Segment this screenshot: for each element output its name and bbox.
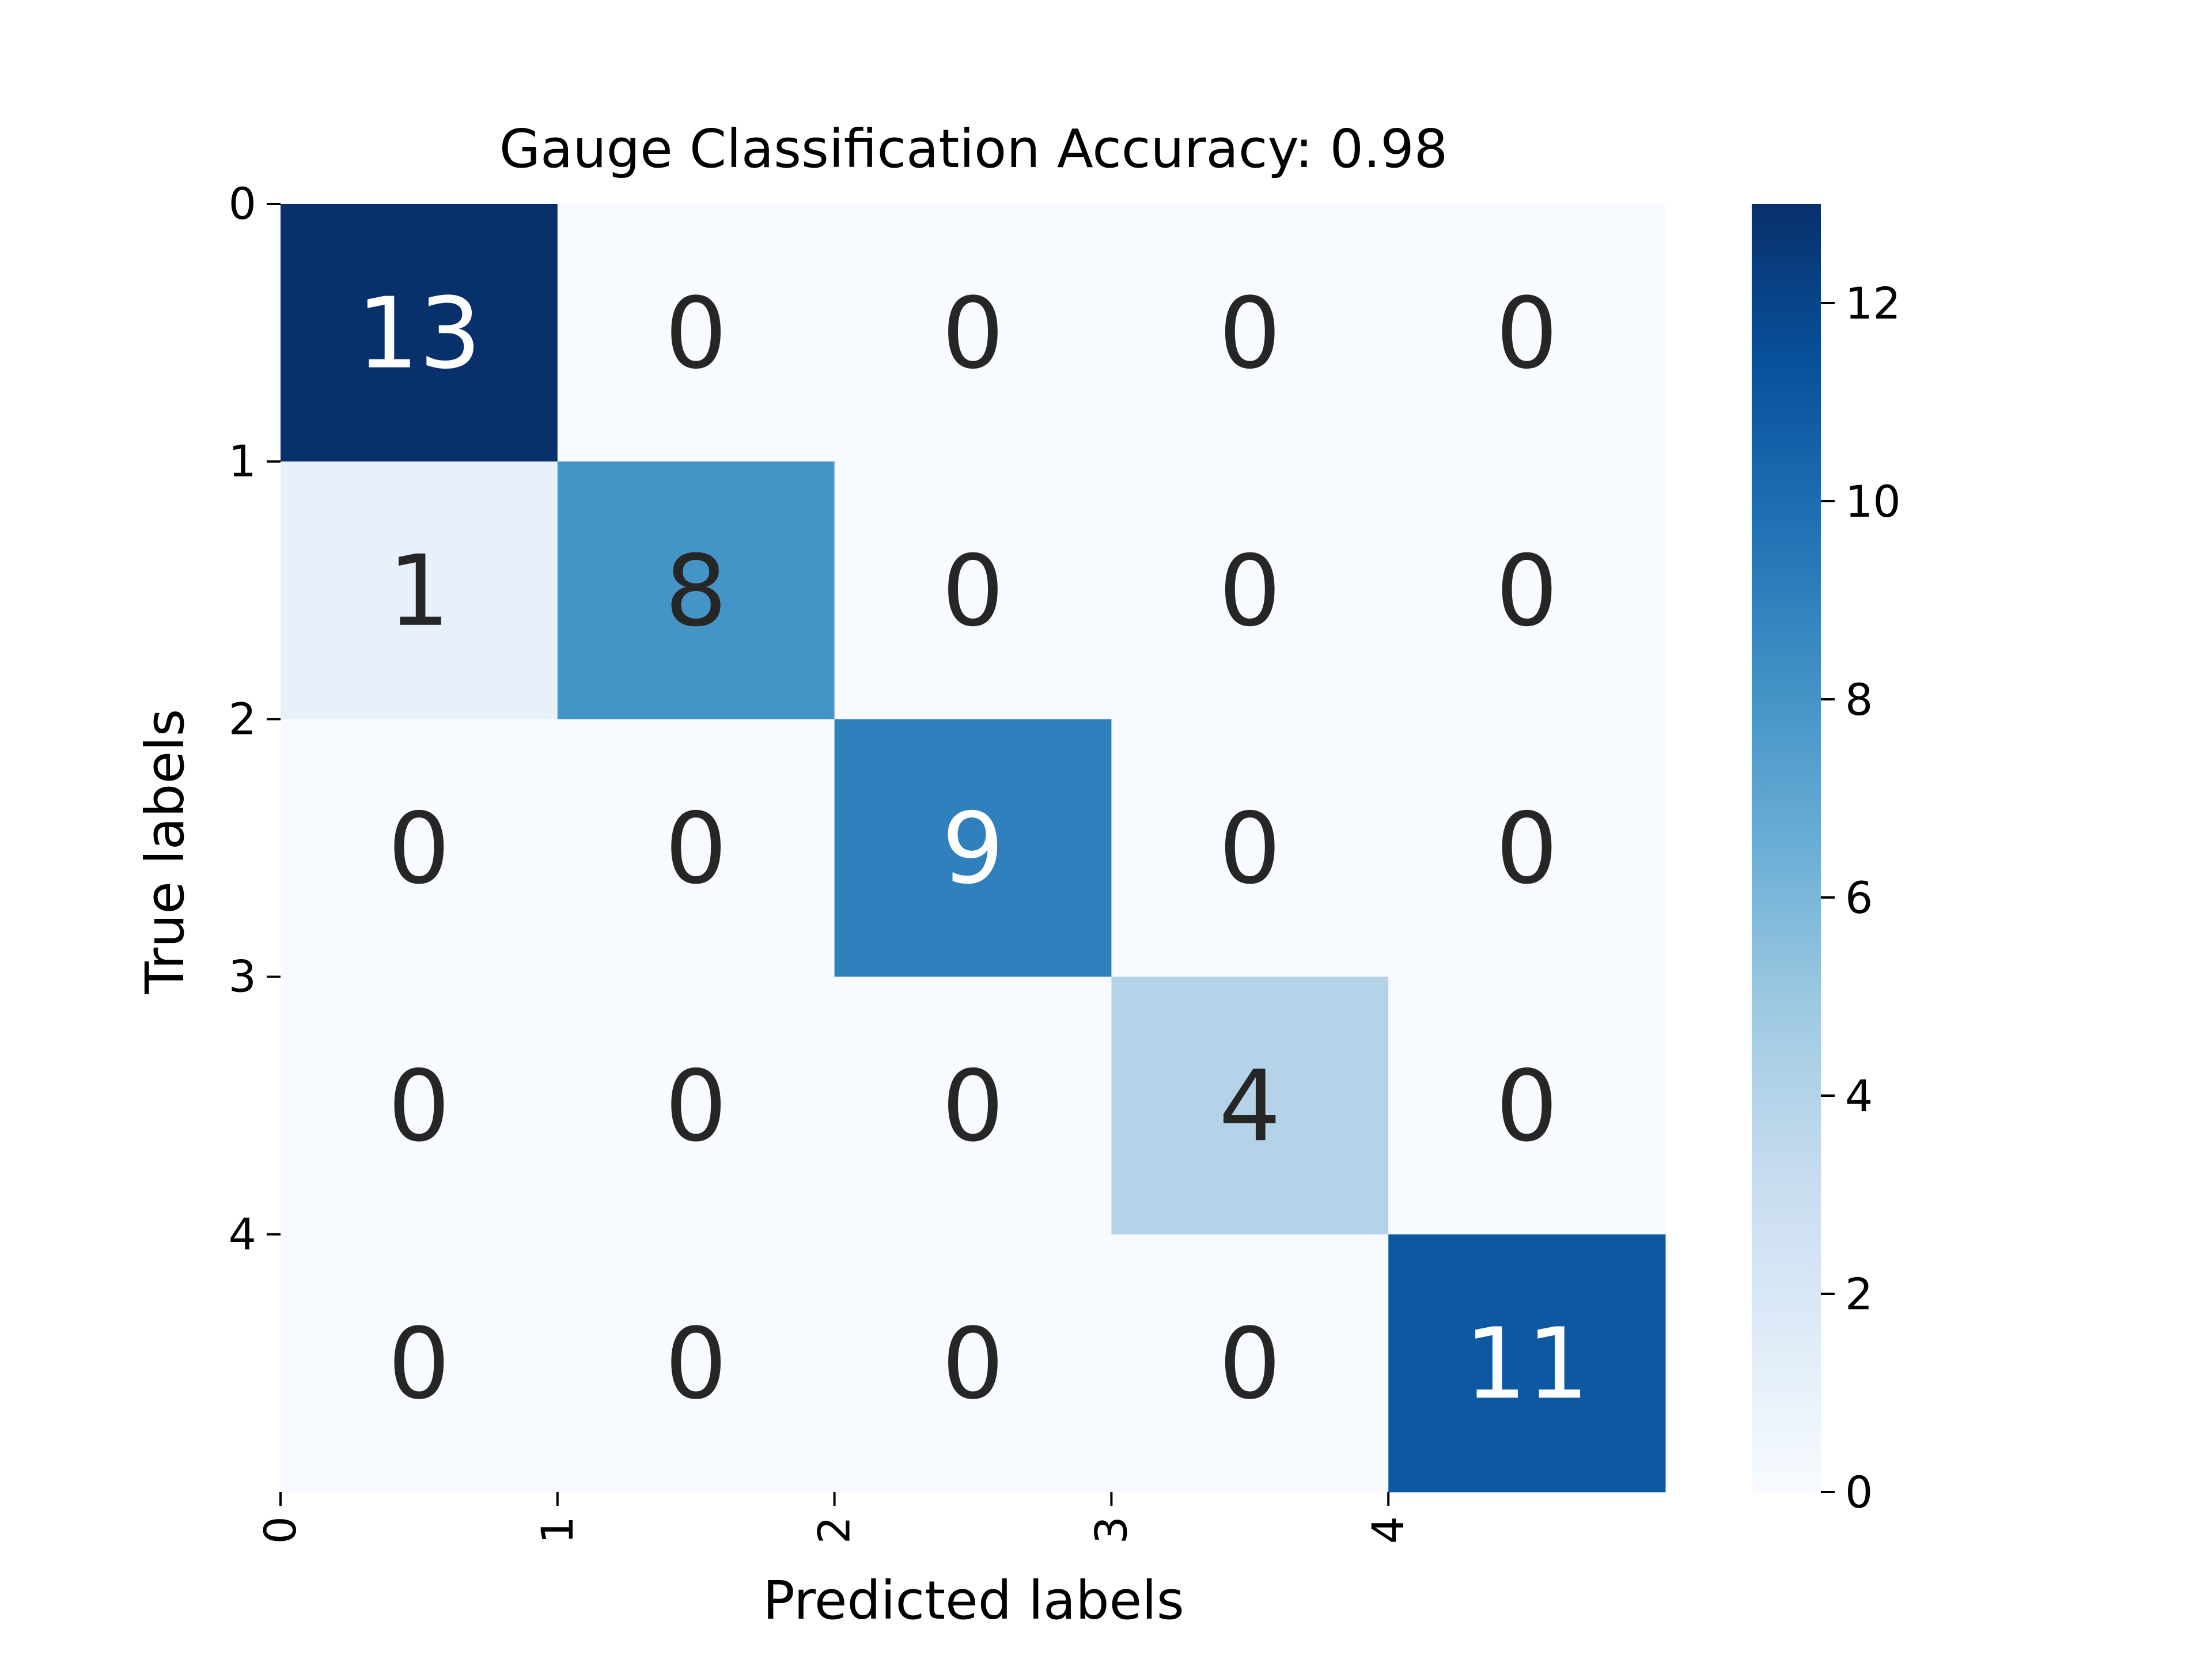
heatmap-cell-0-1 <box>557 204 835 462</box>
cell-value-label-1-3: 0 <box>1219 535 1281 649</box>
cell-value-label-3-0: 0 <box>388 1050 450 1164</box>
heatmap-cell-0-4 <box>1388 204 1666 462</box>
x-tick-label-2: 2 <box>809 1516 860 1544</box>
x-tick-label-1: 1 <box>532 1516 583 1544</box>
x-axis-label: Predicted labels <box>763 1570 1184 1631</box>
cell-value-label-0-0: 13 <box>357 277 481 391</box>
cell-value-label-1-0: 1 <box>388 535 450 649</box>
cell-value-label-2-1: 0 <box>665 792 727 906</box>
colorbar-tick-label-4: 8 <box>1845 674 1873 725</box>
colorbar: 0 2 4 6 8 10 12 <box>1752 204 1901 1518</box>
cell-value-label-2-2: 9 <box>942 792 1004 906</box>
cell-value-label-0-2: 0 <box>942 277 1004 391</box>
heatmap-cell-2-4 <box>1388 719 1666 978</box>
heatmap-cell-2-1 <box>557 719 835 978</box>
heatmap-cell-2-3 <box>1111 719 1389 978</box>
heatmap-cell-4-2 <box>834 1234 1112 1493</box>
colorbar-tick-label-0: 0 <box>1845 1467 1873 1518</box>
cell-value-label-3-2: 0 <box>942 1050 1004 1164</box>
heatmap-cell-3-0 <box>281 976 558 1235</box>
cell-value-label-4-0: 0 <box>388 1307 450 1421</box>
heatmap-cell-3-2 <box>834 976 1112 1235</box>
heatmap-cell-4-1 <box>557 1234 835 1493</box>
heatmap-cell-labels: 13 0 0 0 0 1 8 0 0 0 0 0 9 0 0 0 0 0 4 0 0 0 0 0 11 <box>357 277 1589 1422</box>
heatmap-cell-3-1 <box>557 976 835 1235</box>
heatmap-cell-1-2 <box>834 461 1112 719</box>
cell-value-label-3-4: 0 <box>1496 1050 1558 1164</box>
cell-value-label-2-3: 0 <box>1219 792 1281 906</box>
colorbar-gradient <box>1752 204 1821 1492</box>
colorbar-tick-label-2: 4 <box>1845 1070 1873 1122</box>
colorbar-tick-label-3: 6 <box>1845 872 1873 923</box>
cell-value-label-4-1: 0 <box>665 1307 727 1421</box>
y-tick-label-2: 2 <box>229 693 256 744</box>
heatmap-cell-0-0 <box>281 204 558 462</box>
cell-value-label-2-0: 0 <box>388 792 450 906</box>
heatmap-cell-1-4 <box>1388 461 1666 719</box>
y-tick-label-4: 4 <box>229 1209 256 1260</box>
heatmap-cell-1-0 <box>281 461 558 719</box>
colorbar-tick-label-5: 10 <box>1845 476 1901 527</box>
heatmap-cell-0-2 <box>834 204 1112 462</box>
cell-value-label-0-3: 0 <box>1219 277 1281 391</box>
colorbar-tick-label-1: 2 <box>1845 1268 1873 1320</box>
heatmap-cell-3-3 <box>1111 976 1389 1235</box>
x-axis-ticks: 0 1 2 3 4 <box>255 1492 1414 1544</box>
heatmap-cell-4-4 <box>1388 1234 1666 1493</box>
y-axis-ticks: 0 1 2 3 4 <box>229 178 281 1260</box>
cell-value-label-3-1: 0 <box>665 1050 727 1164</box>
colorbar-tick-label-6: 12 <box>1845 278 1901 329</box>
y-tick-label-3: 3 <box>229 951 256 1002</box>
chart-title: Gauge Classification Accuracy: 0.98 <box>499 118 1448 180</box>
heatmap-cell-3-4 <box>1388 976 1666 1235</box>
heatmap-cell-1-1 <box>557 461 835 719</box>
heatmap-cell-2-2 <box>834 719 1112 978</box>
cell-value-label-0-1: 0 <box>665 277 727 391</box>
heatmap-cell-2-0 <box>281 719 558 978</box>
cell-value-label-4-3: 0 <box>1219 1307 1281 1421</box>
y-tick-label-1: 1 <box>229 435 256 487</box>
cell-value-label-4-4: 11 <box>1464 1307 1589 1421</box>
cell-value-label-1-1: 8 <box>665 535 727 649</box>
cell-value-label-1-4: 0 <box>1496 535 1558 649</box>
cell-value-label-4-2: 0 <box>942 1307 1004 1421</box>
y-axis-label: True labels <box>134 709 196 994</box>
heatmap-cell-1-3 <box>1111 461 1389 719</box>
cell-value-label-3-3: 4 <box>1219 1050 1281 1164</box>
cell-value-label-1-2: 0 <box>942 535 1004 649</box>
heatmap-cells <box>281 204 1666 1493</box>
heatmap-cell-4-0 <box>281 1234 558 1493</box>
heatmap-cell-4-3 <box>1111 1234 1389 1493</box>
heatmap-cell-0-3 <box>1111 204 1389 462</box>
x-tick-label-3: 3 <box>1085 1516 1137 1544</box>
cell-value-label-0-4: 0 <box>1496 277 1558 391</box>
cell-value-label-2-4: 0 <box>1496 792 1558 906</box>
y-tick-label-0: 0 <box>229 178 256 229</box>
x-tick-label-4: 4 <box>1362 1516 1414 1544</box>
x-tick-label-0: 0 <box>255 1516 306 1544</box>
